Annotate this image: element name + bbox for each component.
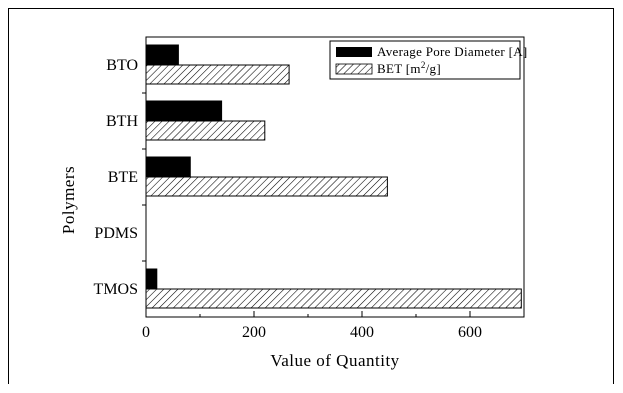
bars-group bbox=[145, 44, 522, 309]
legend-label-pore-diameter: Average Pore Diameter [A] bbox=[377, 44, 528, 59]
y-axis-ticks: TMOS PDMS BTE BTH BTO bbox=[94, 57, 146, 298]
y-tick-label-bte: BTE bbox=[108, 169, 138, 186]
pore-diameter-bar-tmos bbox=[145, 268, 158, 289]
x-axis-ticks: 0 200 400 600 bbox=[142, 311, 525, 341]
y-tick-label-bto: BTO bbox=[106, 57, 138, 74]
legend-swatch-hatched bbox=[335, 63, 373, 75]
y-tick-label-bth: BTH bbox=[106, 113, 138, 130]
pore-diameter-bar-bth bbox=[145, 100, 223, 121]
bet-bar-bth bbox=[145, 120, 266, 141]
legend-swatch-solid bbox=[336, 47, 372, 57]
pore-diameter-bar-bte bbox=[145, 156, 191, 177]
legend: Average Pore Diameter [A] BET [m2/g] bbox=[329, 40, 528, 80]
frame-edge bbox=[8, 367, 9, 384]
pore-diameter-bar-bto bbox=[145, 44, 179, 65]
x-tick-label: 200 bbox=[242, 324, 266, 341]
y-axis-title: Polymers bbox=[59, 166, 78, 234]
x-tick-label: 600 bbox=[458, 324, 482, 341]
bet-bar-bte bbox=[145, 176, 388, 197]
legend-superscript: 2 bbox=[421, 60, 426, 70]
y-tick-label-pdms: PDMS bbox=[94, 225, 138, 242]
x-axis-title: Value of Quantity bbox=[270, 351, 399, 370]
figure-frame bbox=[8, 8, 614, 384]
y-tick-label-tmos: TMOS bbox=[94, 281, 138, 298]
bet-bar-tmos bbox=[145, 288, 522, 309]
bet-bar-bto bbox=[145, 64, 290, 85]
x-tick-label: 0 bbox=[142, 324, 150, 341]
legend-label-bet: BET [m2/g] bbox=[377, 60, 441, 76]
x-tick-label: 400 bbox=[350, 324, 374, 341]
